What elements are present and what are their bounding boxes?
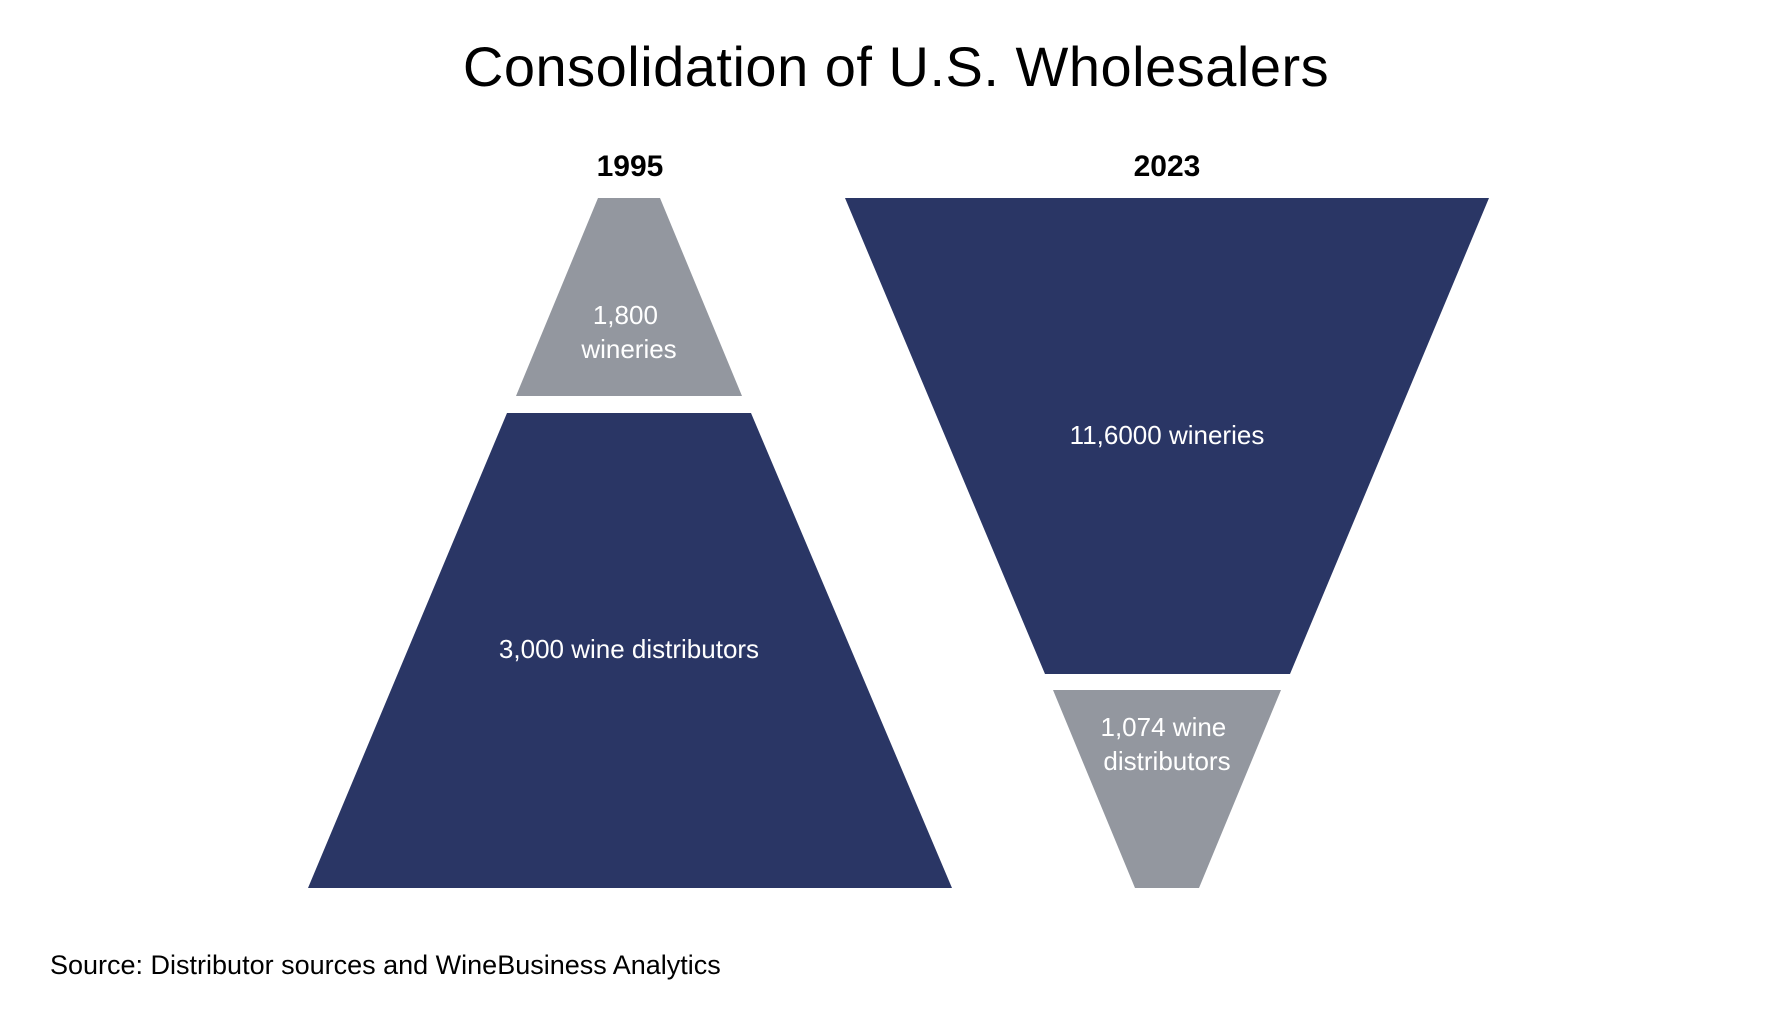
- funnel-2023-bottom-label-line-2: distributors: [1103, 746, 1230, 776]
- source-note: Source: Distributor sources and WineBusi…: [50, 950, 721, 980]
- pyramid-1995-top-label-line-1: 1,800: [593, 300, 658, 330]
- pyramid-1995-top-label: 1,800 wineries: [580, 300, 676, 364]
- year-label-1995: 1995: [596, 150, 664, 183]
- funnel-2023: 11,6000 wineries 1,074 wine distributors: [845, 198, 1489, 888]
- pyramid-1995: 1,800 wineries 3,000 wine distributors: [308, 198, 952, 888]
- funnel-2023-top-label: 11,6000 wineries: [1070, 420, 1265, 450]
- funnel-2023-top-wineries: [845, 198, 1489, 674]
- pyramid-1995-top-wineries: [516, 198, 742, 396]
- pyramid-1995-bottom-distributors: [308, 413, 952, 888]
- funnel-2023-top-label-line-1: 11,6000 wineries: [1070, 420, 1265, 450]
- pyramid-1995-bottom-label-line-1: 3,000 wine distributors: [499, 634, 759, 664]
- funnel-2023-bottom-distributors: [1053, 690, 1281, 888]
- pyramid-1995-bottom-label: 3,000 wine distributors: [499, 634, 759, 664]
- year-label-2023: 2023: [1133, 150, 1201, 183]
- funnel-2023-bottom-label: 1,074 wine distributors: [1101, 712, 1234, 776]
- funnel-2023-bottom-label-line-1: 1,074 wine: [1101, 712, 1227, 742]
- pyramid-1995-top-label-line-2: wineries: [580, 334, 676, 364]
- page-title: Consolidation of U.S. Wholesalers: [462, 35, 1330, 98]
